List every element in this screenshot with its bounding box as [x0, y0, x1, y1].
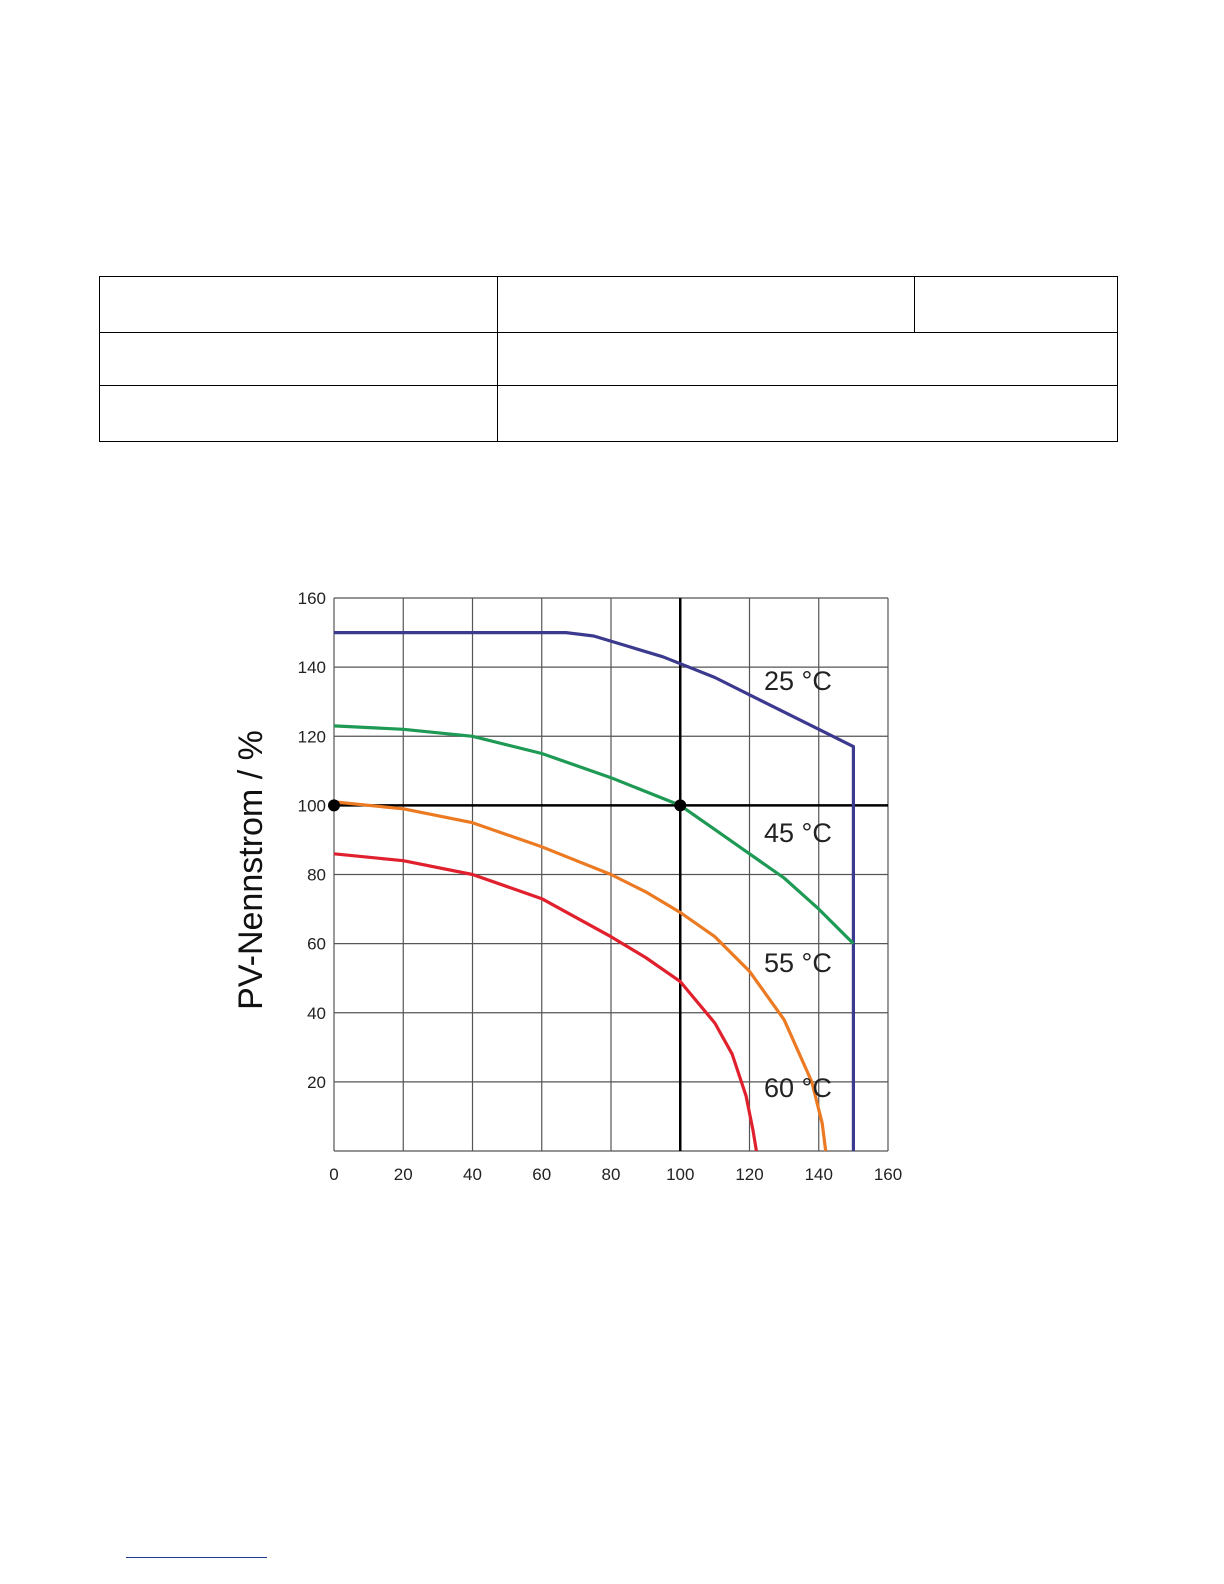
- header-table: [99, 276, 1118, 442]
- x-tick-label: 100: [666, 1165, 694, 1184]
- table-cell: [99, 276, 498, 333]
- table-cell: [99, 385, 498, 442]
- y-tick-label: 160: [298, 589, 326, 608]
- table-cell: [914, 276, 1118, 333]
- reference-lines: [334, 598, 888, 1151]
- y-tick-label: 100: [298, 796, 326, 815]
- x-tick-label: 40: [463, 1165, 482, 1184]
- y-tick-label: 120: [298, 727, 326, 746]
- y-tick-label: 140: [298, 658, 326, 677]
- x-tick-label: 160: [874, 1165, 902, 1184]
- y-tick-labels: 20 40 60 80 100 120 140 160: [298, 589, 326, 1092]
- series-line-3: [333, 800, 828, 1152]
- y-axis-label: PV-Nennstrom / %: [232, 730, 270, 1010]
- series-line-1: [334, 631, 855, 1151]
- y-tick-label: 20: [307, 1073, 326, 1092]
- x-tick-label: 120: [735, 1165, 763, 1184]
- x-tick-label: 80: [602, 1165, 621, 1184]
- series-line-4: [333, 852, 758, 1152]
- x-tick-label: 20: [394, 1165, 413, 1184]
- series-label: 55 °C: [764, 948, 832, 978]
- y-tick-label: 60: [307, 935, 326, 954]
- x-tick-label: 140: [805, 1165, 833, 1184]
- table-cell: [497, 385, 1118, 442]
- markers: [328, 799, 687, 812]
- x-tick-label: 0: [329, 1165, 338, 1184]
- series-label: 60 °C: [764, 1073, 832, 1103]
- series-labels: 25 °C 45 °C 55 °C 60 °C: [764, 666, 832, 1103]
- series-line-2: [333, 724, 855, 945]
- marker-point: [328, 799, 340, 812]
- x-tick-label: 60: [532, 1165, 551, 1184]
- marker-point: [674, 799, 687, 812]
- series-curves: [333, 631, 855, 1152]
- x-tick-labels: 0 20 40 60 80 100 120 140 160: [329, 1165, 902, 1184]
- y-tick-label: 80: [307, 866, 326, 885]
- footer-rule: [126, 1557, 267, 1558]
- series-label: 45 °C: [764, 818, 832, 848]
- series-label: 25 °C: [764, 666, 832, 696]
- y-tick-label: 40: [307, 1004, 326, 1023]
